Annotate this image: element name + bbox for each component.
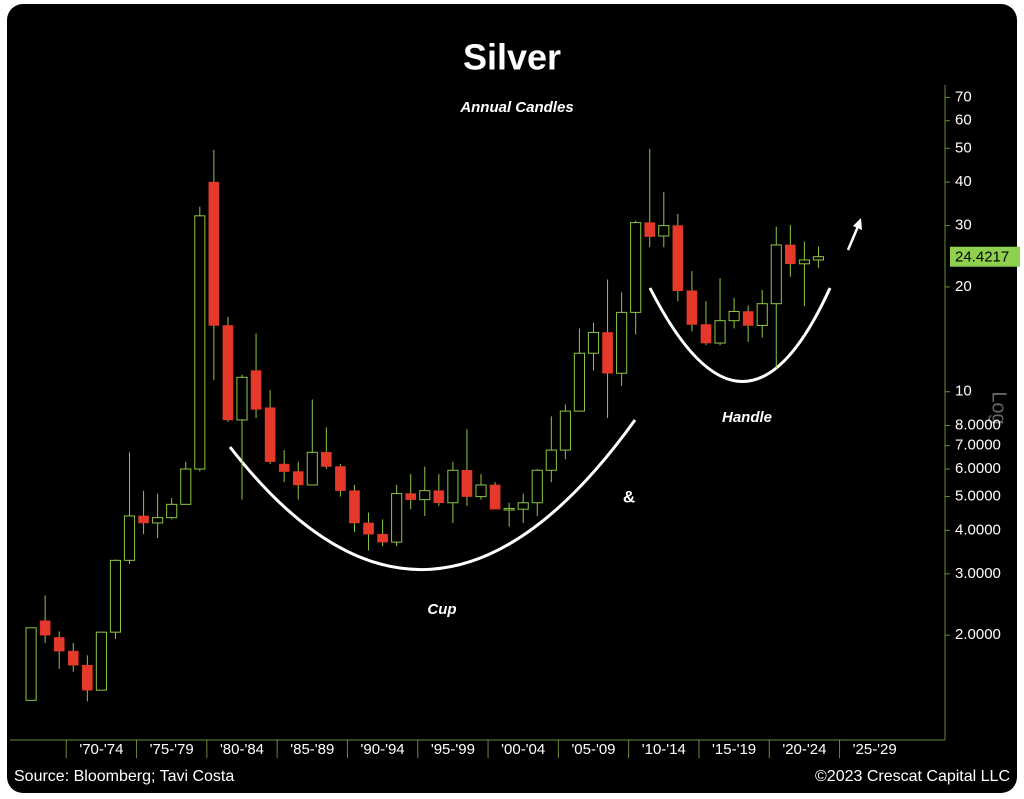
candle-body [166,503,178,519]
panel [7,4,1017,793]
y-tick-label: 60 [955,112,972,129]
candle-body [292,471,304,486]
candle-body [95,631,107,691]
candle-body [770,244,782,305]
candle-body [377,533,388,543]
candle-body [222,325,234,421]
x-tick-label: '95-'99 [431,741,475,758]
x-tick-label: '80-'84 [220,741,264,758]
candle-body [630,222,642,313]
candle-body [306,451,318,486]
y-tick-label: 50 [955,139,972,156]
candle-body [321,452,332,467]
y-tick-label: 20 [955,278,972,295]
candle-body [587,331,600,354]
candle-body [419,490,431,501]
candle-body [489,484,501,510]
candle-body [517,502,529,510]
y-tick-label: 3.0000 [955,565,1001,582]
candle-body [433,490,445,504]
candle-body [278,463,290,472]
source: Source: Bloomberg; Tavi Costa [14,768,234,785]
candle-body [798,259,810,265]
annotation: Cup [427,601,456,618]
y-tick-label: 4.0000 [955,521,1001,538]
candle-body [264,407,276,462]
y-tick-label: 8.0000 [955,416,1001,433]
chart-title: Silver [463,37,561,78]
candle-body [686,290,698,325]
candle-body [236,376,248,421]
candle-body [658,225,670,237]
candle-body [349,490,360,524]
candle-body [152,517,164,524]
last-price-label: 24.4217 [955,249,1009,266]
x-tick-label: '75-'79 [150,741,194,758]
x-tick-label: '10-'14 [642,741,686,758]
candle-body [250,370,262,410]
y-tick-label: 70 [955,88,972,105]
candle-body [503,508,515,511]
annotation: Handle [722,409,772,426]
candle-body [39,620,51,636]
candle-body [602,332,613,374]
candle-body [785,244,796,265]
x-tick-label: '25-'29 [853,741,897,758]
candle-body [531,469,543,504]
candle-body [756,303,768,326]
candle-body [180,468,192,505]
credit: ©2023 Crescat Capital LLC [815,768,1010,785]
candle-body [644,222,656,237]
arrow [846,218,862,251]
candle-body [812,256,825,261]
y-tick-label: 40 [955,173,972,190]
y-tick-label: 5.0000 [955,488,1001,505]
candle-body [208,181,220,326]
candle-body [475,484,487,498]
candle-body [335,466,346,491]
candle-body [714,320,726,344]
x-tick-label: '05-'09 [571,741,615,758]
candle-body [559,410,571,451]
x-tick-label: '00-'04 [501,741,545,758]
candle-body [82,664,93,691]
candle-body [447,469,459,504]
axis-label: Log [988,391,1010,424]
y-tick-label: 6.0000 [955,460,1001,477]
candle-body [138,515,149,524]
candle-body [123,515,136,561]
y-tick-label: 7.0000 [955,437,1001,454]
candle-body [405,493,417,500]
x-tick-label: '70-'74 [79,741,123,758]
candle-body [391,493,403,543]
candle-body [25,627,37,701]
x-tick-label: '20-'24 [782,741,826,758]
candle-body [109,559,122,633]
candle-body [700,324,712,344]
y-tick-label: 10 [955,383,972,400]
candle-body [616,311,628,374]
x-tick-label: '85-'89 [290,741,334,758]
candle-body [728,310,740,322]
candle-body [545,449,557,471]
candle-body [53,637,65,652]
candle-body [67,650,79,666]
handle-curve [648,287,832,383]
annotation: & [623,487,635,506]
candle-body [363,522,374,535]
x-tick-label: '15-'19 [712,741,756,758]
candle-body [742,311,754,326]
x-tick-label: '90-'94 [361,741,405,758]
last-price-box [950,246,1020,267]
cup-curve [228,419,637,572]
candle-body [672,225,684,291]
y-tick-label: 30 [955,217,972,234]
y-tick-label: 2.0000 [955,626,1001,643]
candle-body [461,470,473,497]
chart-subtitle: Annual Candles [459,99,573,116]
candle-body [573,352,585,412]
candle-body [194,215,206,470]
